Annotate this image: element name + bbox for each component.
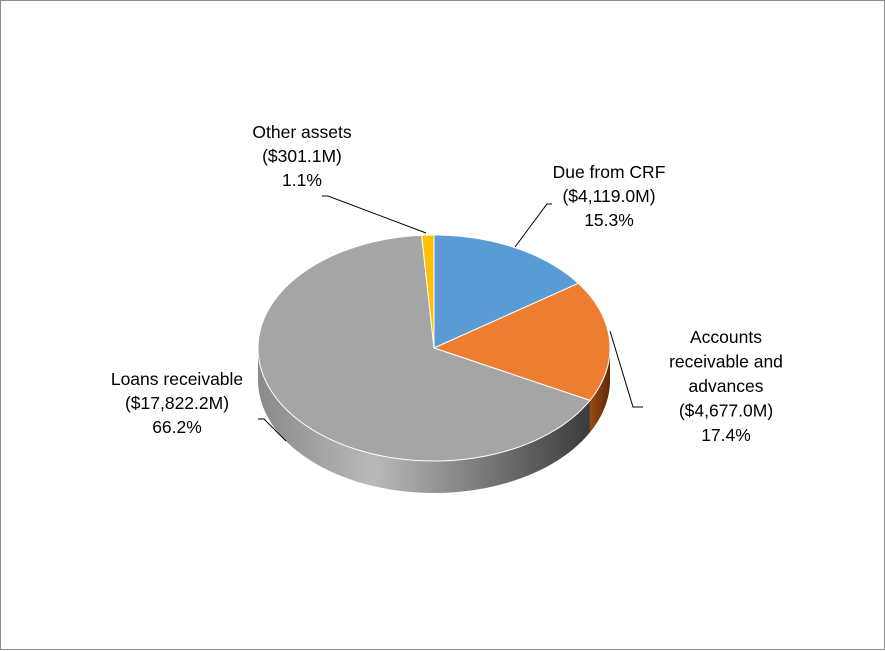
pie-side-accounts-receivable-and-advances	[589, 348, 610, 433]
data-label-line: Loans receivable	[111, 369, 243, 389]
leader-lines	[258, 195, 643, 442]
data-label-loans-receivable: Loans receivable ($17,822.2M) 66.2%	[111, 369, 243, 437]
data-label-line: Other assets	[252, 122, 351, 142]
data-label-line: Accounts	[690, 327, 762, 347]
pie-slice-loans-receivable	[257, 234, 591, 462]
leader-line-due-from-crf	[514, 203, 552, 248]
data-label-due-from-crf: Due from CRF ($4,119.0M) 15.3%	[553, 162, 666, 230]
data-labels: Due from CRF ($4,119.0M) 15.3% Accounts rece…	[111, 122, 783, 445]
leader-line-other-assets	[322, 195, 427, 234]
data-label-accounts-receivable-and-advances: Accounts receivable and advances ($4,677.0M…	[669, 327, 783, 445]
data-label-line: 66.2%	[152, 417, 202, 437]
pie-sides	[258, 348, 610, 493]
data-label-line: Due from CRF	[553, 162, 666, 182]
data-label-line: ($301.1M)	[262, 146, 342, 166]
data-label-line: 1.1%	[282, 170, 322, 190]
data-label-line: ($17,822.2M)	[125, 393, 229, 413]
data-label-other-assets: Other assets ($301.1M) 1.1%	[252, 122, 351, 190]
data-label-line: ($4,119.0M)	[562, 186, 655, 206]
pie-slice-accounts-receivable-and-advances	[432, 282, 611, 401]
leader-line-accounts-receivable-and-advances	[609, 330, 643, 408]
pie-side-loans-receivable	[258, 348, 590, 493]
data-label-line: advances	[689, 376, 764, 396]
pie-slice-other-assets	[421, 234, 435, 349]
leader-line-loans-receivable	[258, 418, 287, 442]
data-label-line: 15.3%	[584, 210, 634, 230]
data-label-line: receivable and	[669, 352, 783, 372]
data-label-line: ($4,677.0M)	[679, 401, 773, 421]
pie-slice-due-from-crf	[433, 234, 580, 349]
data-label-line: 17.4%	[701, 425, 751, 445]
pie-tops	[257, 234, 611, 462]
